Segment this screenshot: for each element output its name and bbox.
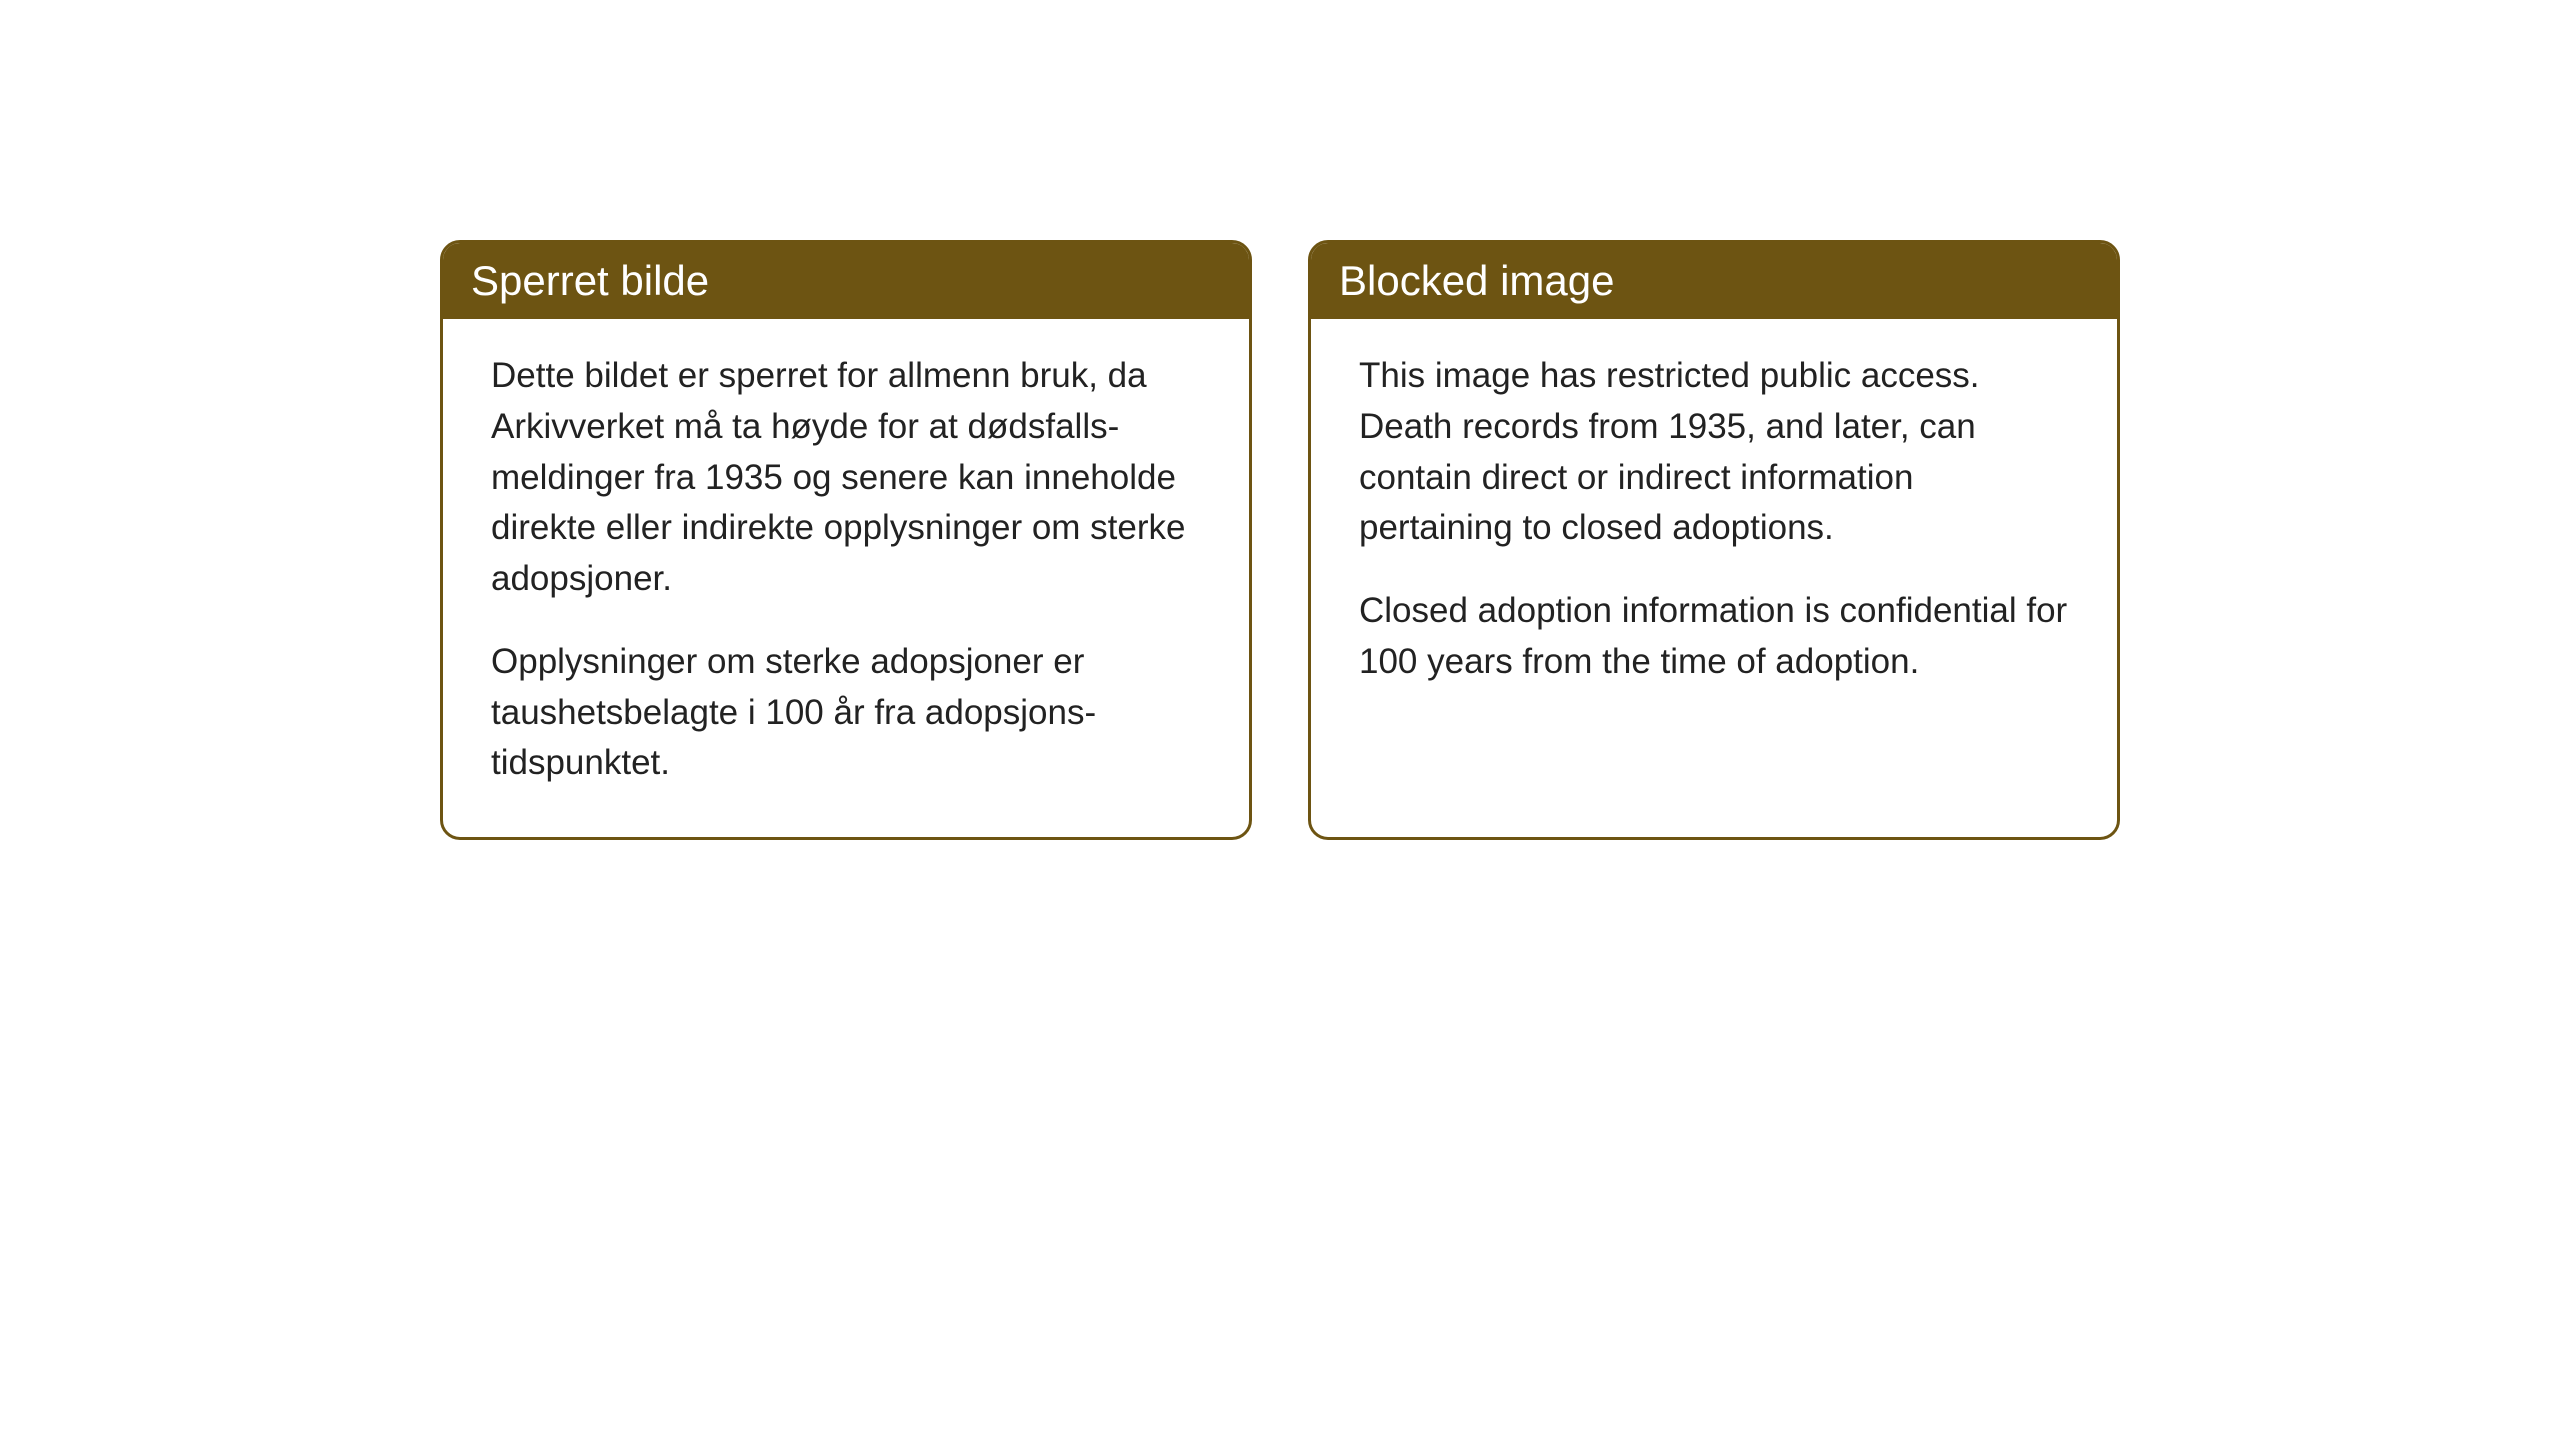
card-paragraph-norwegian-1: Dette bildet er sperret for allmenn bruk… <box>491 351 1201 605</box>
card-norwegian: Sperret bilde Dette bildet er sperret fo… <box>440 240 1252 840</box>
card-title-english: Blocked image <box>1339 257 1614 304</box>
card-header-english: Blocked image <box>1311 243 2117 319</box>
card-header-norwegian: Sperret bilde <box>443 243 1249 319</box>
cards-container: Sperret bilde Dette bildet er sperret fo… <box>440 240 2120 840</box>
card-english: Blocked image This image has restricted … <box>1308 240 2120 840</box>
card-body-english: This image has restricted public access.… <box>1311 319 2117 736</box>
card-paragraph-norwegian-2: Opplysninger om sterke adopsjoner er tau… <box>491 637 1201 789</box>
card-title-norwegian: Sperret bilde <box>471 257 709 304</box>
card-paragraph-english-1: This image has restricted public access.… <box>1359 351 2069 554</box>
card-paragraph-english-2: Closed adoption information is confident… <box>1359 586 2069 688</box>
card-body-norwegian: Dette bildet er sperret for allmenn bruk… <box>443 319 1249 837</box>
